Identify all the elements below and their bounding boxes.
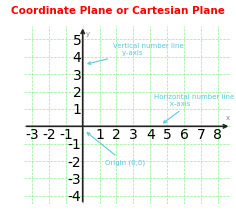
- Text: y: y: [86, 31, 90, 37]
- Text: Coordinate Plane or Cartesian Plane: Coordinate Plane or Cartesian Plane: [11, 6, 225, 16]
- Text: Vertical number line
    y-axis: Vertical number line y-axis: [88, 43, 184, 64]
- Text: Horizontal number line
       x-axis: Horizontal number line x-axis: [154, 94, 234, 123]
- Text: x: x: [225, 115, 229, 121]
- Text: Origin (0,0): Origin (0,0): [87, 133, 145, 166]
